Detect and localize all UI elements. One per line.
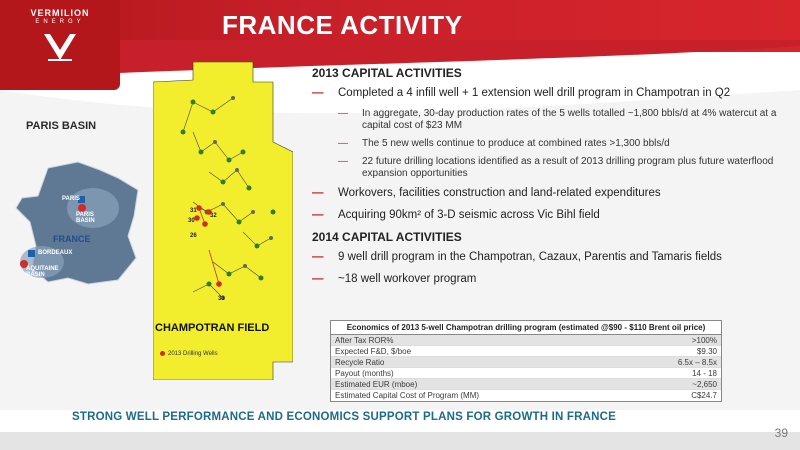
row-value: 14 - 18 bbox=[692, 369, 717, 378]
map-label-paris-basin: PARIS BASIN bbox=[76, 212, 95, 224]
bullet-item: Completed a 4 infill well + 1 extension … bbox=[312, 86, 782, 100]
logo-sub: ENERGY bbox=[35, 19, 85, 25]
sub-bullet-item: In aggregate, 30-day production rates of… bbox=[312, 108, 782, 132]
well-label-33: 33 bbox=[218, 296, 225, 302]
sub-bullet-item: The 5 new wells continue to produce at c… bbox=[312, 138, 782, 150]
row-value: $9.30 bbox=[696, 347, 717, 356]
table-row: Estimated Capital Cost of Program (MM) C$… bbox=[331, 390, 721, 401]
champotran-field-map bbox=[153, 62, 293, 380]
sub-bullet-item: 22 future drilling locations identified … bbox=[312, 156, 782, 180]
row-label: Recycle Ratio bbox=[335, 358, 385, 367]
row-label: Expected F&D, $/boe bbox=[335, 347, 412, 356]
summary-banner: STRONG WELL PERFORMANCE AND ECONOMICS SU… bbox=[72, 411, 617, 423]
company-logo: VERMILION ENERGY bbox=[0, 0, 120, 90]
economics-rows: After Tax ROR% >100% Expected F&D, $/boe $… bbox=[331, 335, 721, 401]
well-label-31: 31 bbox=[190, 208, 197, 214]
economics-table-header: Economics of 2013 5-well Champotran dril… bbox=[331, 321, 721, 335]
logo-mark-icon bbox=[44, 34, 76, 61]
bullet-item: 9 well drill program in the Champotran, … bbox=[312, 250, 782, 264]
well-label-26: 26 bbox=[190, 233, 197, 239]
bullet-item: Acquiring 90km² of 3-D seismic across Vi… bbox=[312, 208, 782, 222]
section-head-2014: 2014 CAPITAL ACTIVITIES bbox=[312, 230, 462, 244]
row-label: Estimated Capital Cost of Program (MM) bbox=[335, 391, 480, 400]
map-label-france: FRANCE bbox=[53, 234, 91, 244]
table-row: Payout (months) 14 - 18 bbox=[331, 368, 721, 379]
map-label-paris: PARIS bbox=[62, 196, 80, 202]
field-title: CHAMPOTRAN FIELD bbox=[155, 322, 270, 334]
activities-content: 2013 CAPITAL ACTIVITIES Completed a 4 in… bbox=[312, 66, 782, 294]
table-row: After Tax ROR% >100% bbox=[331, 335, 721, 346]
row-value: ~2,650 bbox=[692, 380, 717, 389]
row-label: Payout (months) bbox=[335, 369, 394, 378]
row-value: C$24.7 bbox=[691, 391, 717, 400]
field-legend: 2013 Drilling Wells bbox=[160, 351, 218, 357]
economics-table: Economics of 2013 5-well Champotran dril… bbox=[330, 320, 722, 402]
page-title: FRANCE ACTIVITY bbox=[222, 10, 463, 40]
table-row: Recycle Ratio 6.5x – 8.5x bbox=[331, 357, 721, 368]
well-label-30: 30 bbox=[188, 218, 195, 224]
france-map bbox=[15, 161, 139, 285]
table-row: Expected F&D, $/boe $9.30 bbox=[331, 346, 721, 357]
row-value: 6.5x – 8.5x bbox=[677, 358, 717, 367]
legend-dot-icon bbox=[160, 351, 165, 356]
row-value: >100% bbox=[691, 336, 717, 345]
logo-word: VERMILION bbox=[30, 8, 90, 18]
footer-bar bbox=[0, 432, 800, 450]
table-row: Estimated EUR (mboe) ~2,650 bbox=[331, 379, 721, 390]
row-label: After Tax ROR% bbox=[335, 336, 394, 345]
bullet-item: Workovers, facilities construction and l… bbox=[312, 186, 782, 200]
bullet-item: ~18 well workover program bbox=[312, 272, 782, 286]
map-label-bordeaux: BORDEAUX bbox=[38, 250, 73, 256]
section-head-2013: 2013 CAPITAL ACTIVITIES bbox=[312, 66, 462, 80]
well-label-32: 32 bbox=[210, 213, 217, 219]
legend-text: 2013 Drilling Wells bbox=[168, 351, 218, 358]
page-number: 39 bbox=[774, 426, 788, 440]
row-label: Estimated EUR (mboe) bbox=[335, 380, 418, 389]
map-label-aquitaine: AQUITAINE BASIN bbox=[26, 266, 59, 278]
paris-basin-label: PARIS BASIN bbox=[26, 120, 97, 132]
